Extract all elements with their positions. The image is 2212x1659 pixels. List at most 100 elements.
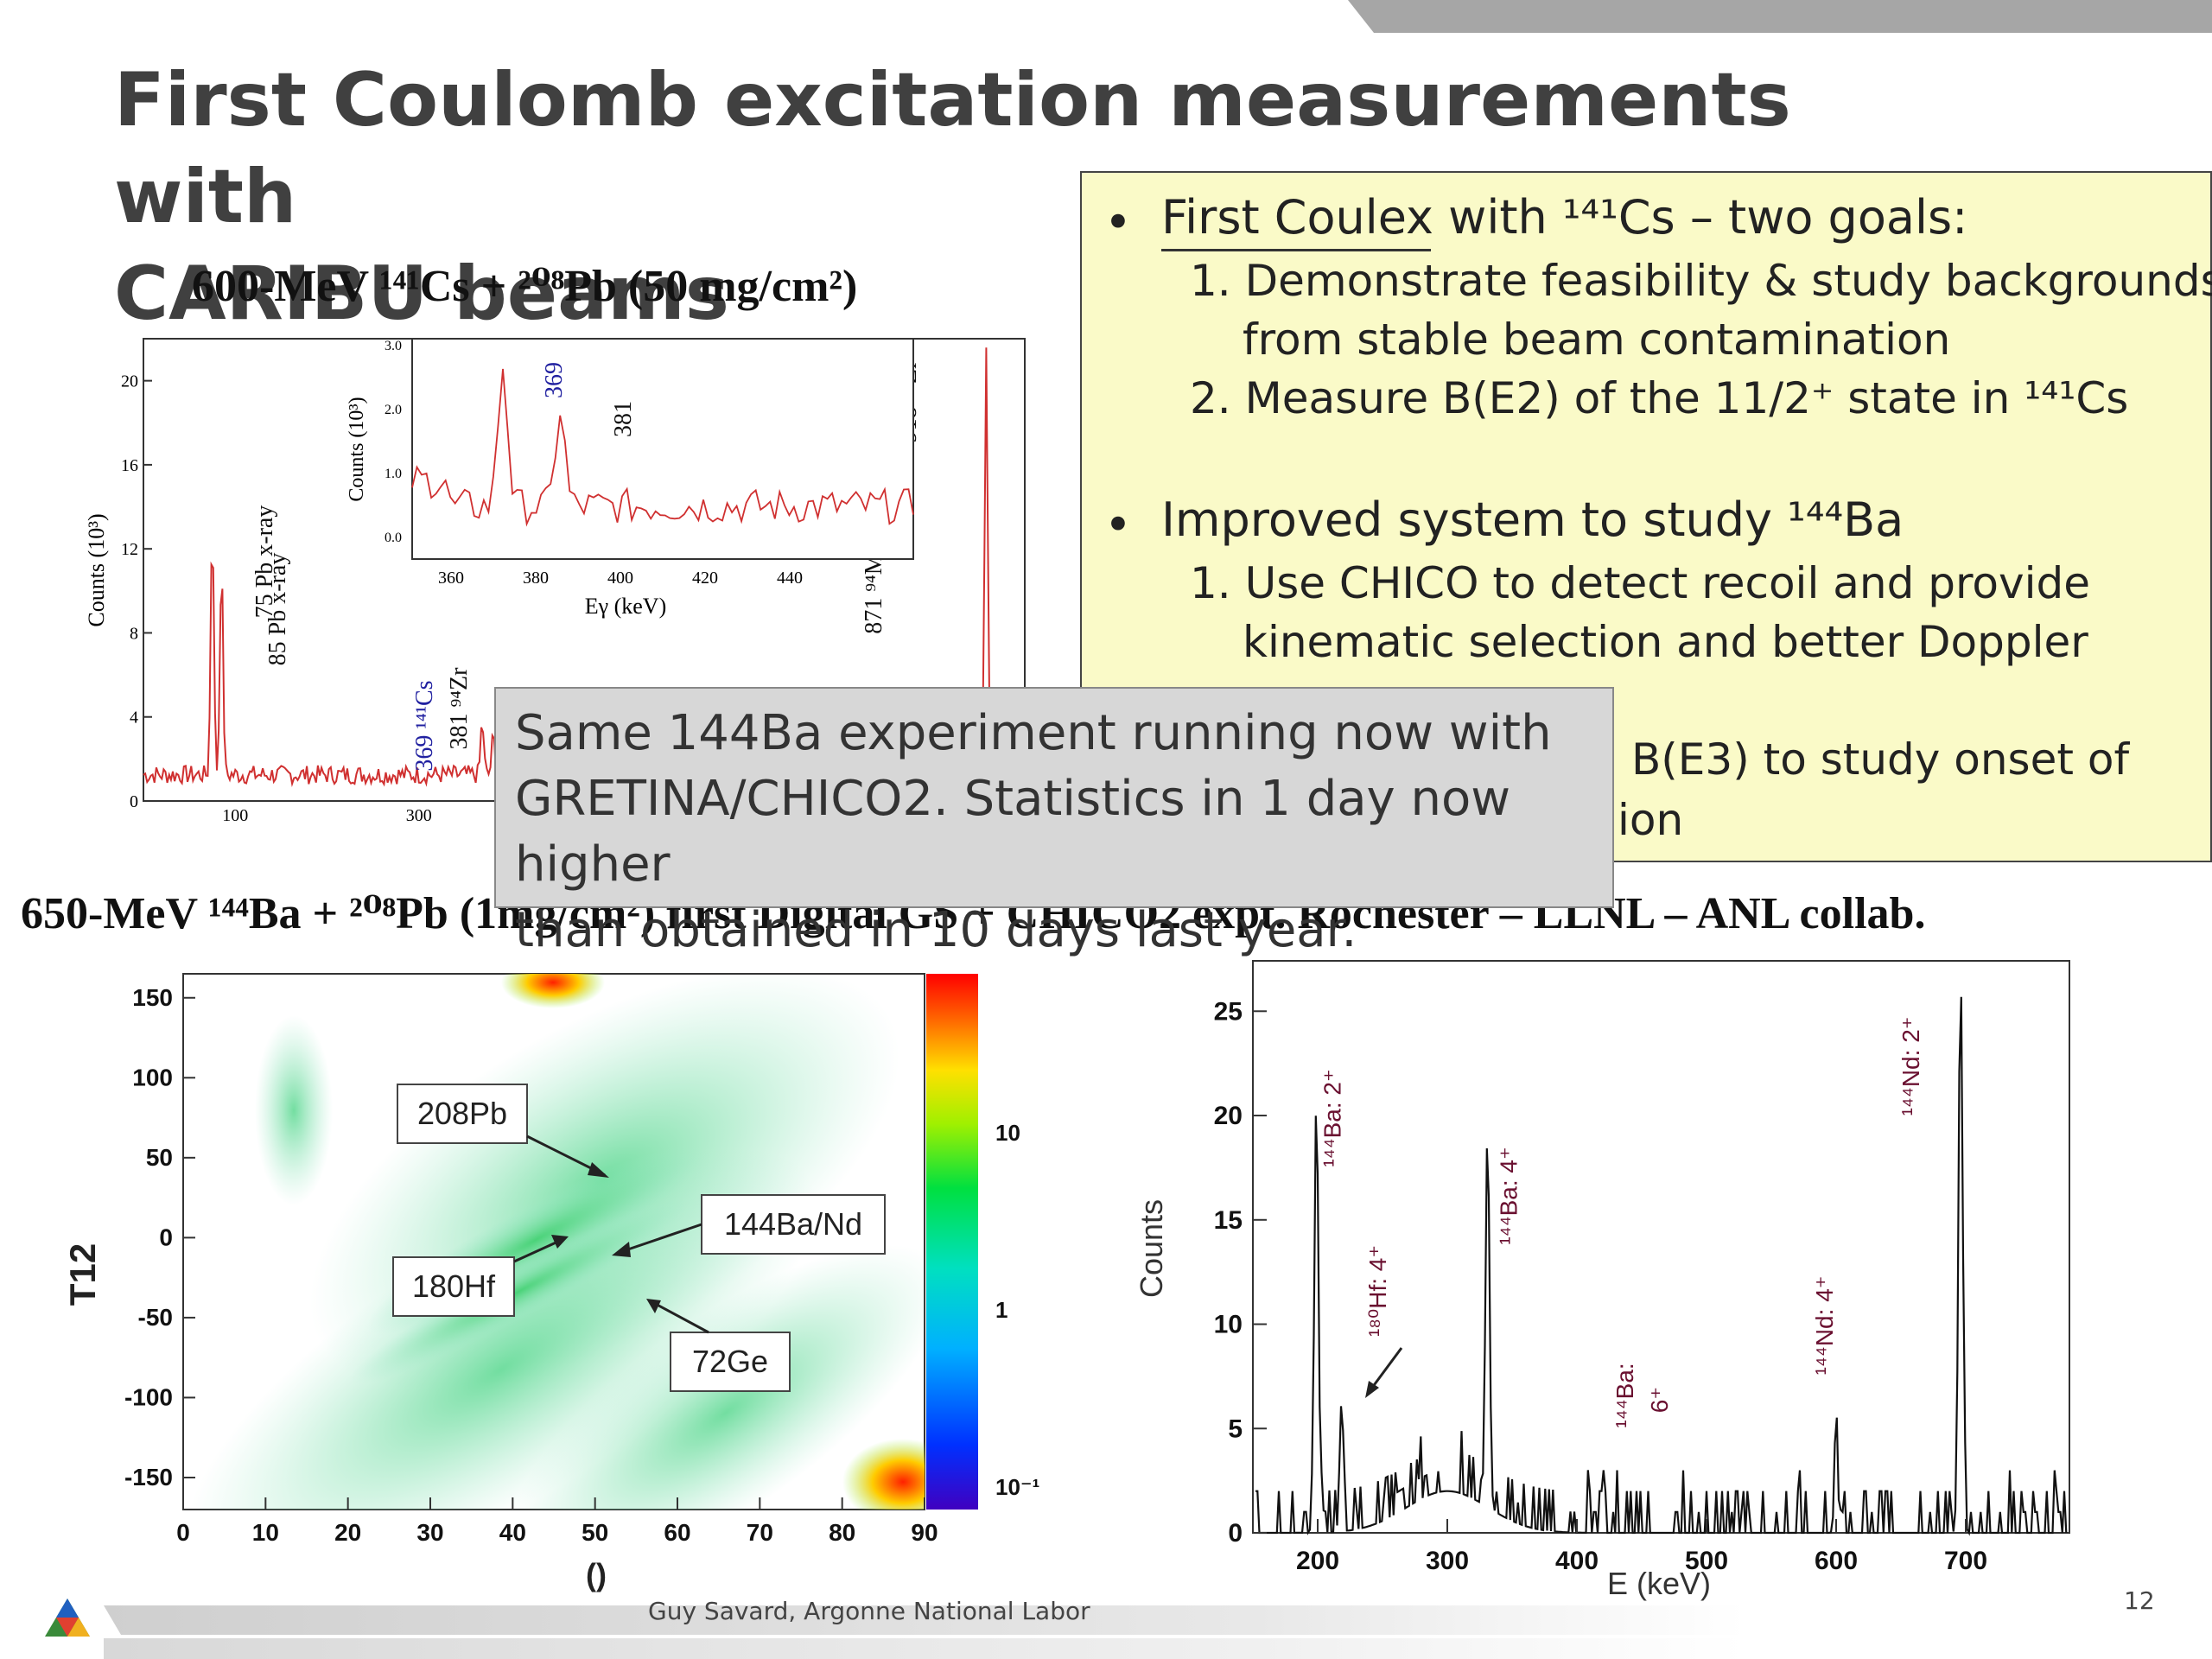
gamma-xtick: 600 (1815, 1547, 1858, 1575)
inset-ytick: 0.0 (385, 531, 402, 545)
hm-xtick: 90 (911, 1519, 938, 1546)
inset-peak-381: 381 (610, 401, 637, 437)
bottom-decor-bar (104, 1605, 1745, 1635)
gamma-xlabel: E (keV) (1607, 1566, 1711, 1601)
slide-title: First Coulomb excitation measurements wi… (114, 52, 1825, 342)
gamma-xtick: 300 (1426, 1547, 1469, 1575)
overlay-line: than obtained in 10 days last year. (515, 902, 1357, 958)
cs-inset: Counts (10³) 3.0 2.0 1.0 0.0 360 380 400… (346, 338, 914, 619)
subtitle-top: 600-MeV ¹⁴¹Cs + ²⁰⁸Pb (50 mg/cm²) (192, 262, 858, 311)
inset-ytick: 2.0 (385, 403, 402, 417)
note-overlay: Same 144Ba experiment running now with G… (494, 687, 1614, 958)
hf-arrow-head (1365, 1381, 1379, 1398)
title-line-2: CARIBU beams (114, 251, 729, 337)
inset-peak-369: 369 (541, 362, 568, 398)
gamma-xtick: 700 (1944, 1547, 1987, 1575)
gamma-ytick: 5 (1228, 1414, 1243, 1443)
colorbar (926, 974, 978, 1510)
gamma-peak-label: ¹⁸⁰Hf: 4⁺ (1364, 1245, 1391, 1337)
heatmap-density (186, 974, 925, 1510)
bullet1-item: 2. Measure B(E2) of the 11/2⁺ state in ¹… (1190, 373, 2129, 423)
hm-xtick: 0 (176, 1519, 190, 1546)
hf-arrow (1368, 1347, 1403, 1392)
hm-xtick: 10 (252, 1519, 279, 1546)
hm-xtick: 20 (334, 1519, 361, 1546)
inset-ytick: 3.0 (385, 339, 402, 353)
bullet2-item: 1. Use CHICO to detect recoil and provid… (1190, 558, 2090, 608)
gamma-ytick: 10 (1214, 1311, 1243, 1339)
heatmap-ylabel: T12 (62, 1243, 103, 1306)
label-72ge: 72Ge (646, 1299, 791, 1392)
bullet2-item: kinematic selection and better Doppler (1243, 617, 2088, 667)
cs-ytick: 20 (121, 372, 138, 391)
gamma-peak-label: ¹⁴⁴Nd: 2⁺ (1897, 1016, 1924, 1116)
gamma-ytick: 25 (1214, 997, 1243, 1026)
bullet-dot: • (1104, 195, 1132, 250)
cs-xtick: 300 (406, 806, 432, 825)
annot-75pb: 75 Pb x-ray (251, 505, 278, 619)
heatmap-chart: 10 1 10⁻¹ 150 100 50 0 -50 -100 -150 0 10 20 30 40… (62, 973, 1039, 1592)
inset-xtick: 360 (438, 569, 464, 588)
colorbar-tick: 10⁻¹ (995, 1474, 1039, 1500)
cs-ylabel: Counts (10³) (84, 513, 109, 626)
bullet-dot: • (1104, 498, 1132, 552)
inset-ytick: 1.0 (385, 467, 402, 481)
gamma-xtick: 500 (1685, 1547, 1728, 1575)
label-144bandd: 144Ba/Nd (612, 1194, 886, 1257)
label-208pb: 208Pb (397, 1084, 609, 1178)
argonne-logo-icon (45, 1599, 90, 1637)
gamma-peak-label: ¹⁴⁴Ba: (1611, 1363, 1638, 1427)
hm-xtick: 70 (747, 1519, 773, 1546)
label-144bandd-text: 144Ba/Nd (724, 1206, 862, 1242)
gamma-ytick: 20 (1214, 1102, 1243, 1130)
inset-xlabel: Eγ (keV) (585, 594, 667, 619)
hm-xtick: 60 (664, 1519, 690, 1546)
colorbar-tick: 10 (995, 1120, 1020, 1146)
inset-xtick: 420 (692, 569, 718, 588)
hm-ytick: -50 (138, 1304, 173, 1331)
gamma-xtick: 400 (1555, 1547, 1599, 1575)
heatmap-xlabel: () (586, 1557, 607, 1592)
cs-ytick: 12 (121, 540, 138, 559)
bottom-decor-bar (104, 1638, 1745, 1659)
gamma-peak-label: ¹⁴⁴Ba: 2⁺ (1319, 1069, 1346, 1167)
bullet-1-underline (1161, 249, 1431, 251)
hm-ytick: -100 (124, 1383, 173, 1410)
bullet1-item: 1. Demonstrate feasibility & study backg… (1190, 256, 2212, 306)
cs-ytick: 4 (130, 709, 138, 728)
cs-ytick: 16 (121, 456, 138, 475)
hm-xtick: 30 (416, 1519, 443, 1546)
cs-ytick: 0 (130, 792, 138, 811)
label-208pb-text: 208Pb (417, 1096, 507, 1131)
bullet-1: First Coulex with ¹⁴¹Cs – two goals: (1161, 190, 1968, 245)
gamma-xtick: 200 (1296, 1547, 1339, 1575)
inset-xtick: 440 (777, 569, 803, 588)
gamma-spectrum-chart: 0 5 10 15 20 25 200 300 400 500 600 700 Counts E (… (1134, 960, 2070, 1601)
bullet1-item: from stable beam contamination (1243, 315, 1951, 365)
annot-369cs: 369 ¹⁴¹Cs (411, 680, 438, 771)
hm-ytick: 150 (132, 984, 173, 1011)
bullet-2: Improved system to study ¹⁴⁴Ba (1161, 493, 1904, 547)
top-decor-bar (1348, 0, 2212, 33)
gamma-peak-label: ¹⁴⁴Nd: 4⁺ (1811, 1275, 1838, 1375)
hm-ytick: 50 (146, 1144, 173, 1171)
cs-ytick: 8 (130, 624, 138, 643)
hm-ytick: -150 (124, 1464, 173, 1491)
colorbar-tick: 1 (995, 1297, 1007, 1323)
cs-xtick: 100 (222, 806, 248, 825)
overlay-line: Same 144Ba experiment running now with (515, 705, 1552, 761)
title-line-1: First Coulomb excitation measurements wi… (114, 57, 1791, 240)
hm-xtick: 40 (499, 1519, 526, 1546)
label-180hf: 180Hf (392, 1235, 569, 1317)
hm-ytick: 0 (159, 1224, 173, 1250)
hm-xtick: 50 (582, 1519, 608, 1546)
label-180hf-text: 180Hf (412, 1268, 496, 1304)
bullet2-item: ion (1618, 795, 1684, 845)
bullet2-item: B(E3) to study onset of (1631, 734, 2130, 785)
annot-85pb: 85 Pb x-ray (264, 553, 291, 666)
inset-xtick: 380 (523, 569, 549, 588)
gamma-peak-label: 6⁺ (1646, 1387, 1673, 1413)
overlay-line: GRETINA/CHICO2. Statistics in 1 day now … (515, 771, 1511, 893)
label-72ge-text: 72Ge (692, 1344, 768, 1379)
hm-xtick: 80 (829, 1519, 855, 1546)
